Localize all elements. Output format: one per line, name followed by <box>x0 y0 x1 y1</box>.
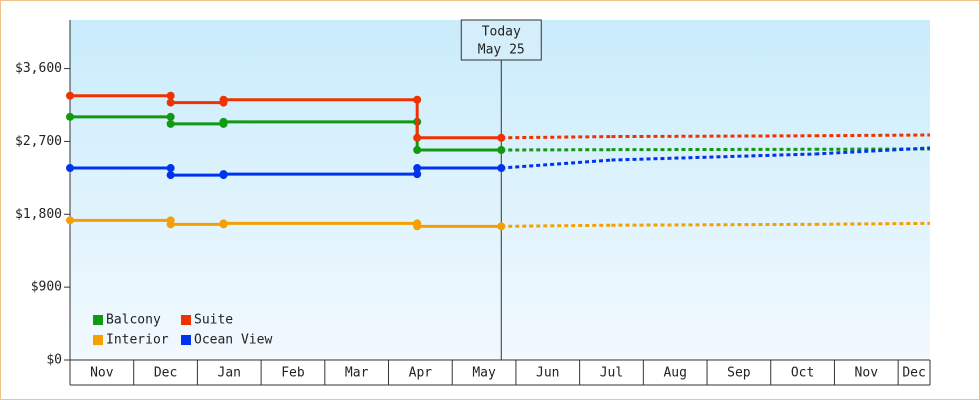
point <box>166 119 175 128</box>
x-tick-label: May <box>472 366 496 381</box>
x-tick-label: Jun <box>536 366 559 381</box>
legend-label: Interior <box>106 333 169 348</box>
forecast-segment <box>611 134 816 139</box>
forecast-segment <box>501 223 612 228</box>
point <box>166 164 175 173</box>
x-tick-label: Jul <box>600 366 623 381</box>
forecast-segment <box>501 135 612 140</box>
point <box>166 112 175 121</box>
point <box>66 216 74 225</box>
point <box>66 91 74 100</box>
point <box>413 222 422 231</box>
x-tick-label: Dec <box>154 366 177 381</box>
point <box>166 220 175 229</box>
point <box>166 91 175 100</box>
today-box <box>460 19 542 61</box>
x-tick-label: Nov <box>90 366 114 381</box>
y-tick-label: $900 <box>31 280 62 295</box>
x-tick-label: Dec <box>902 366 925 381</box>
point <box>497 146 506 155</box>
today-date: May 25 <box>478 43 525 58</box>
legend-label: Balcony <box>106 313 161 328</box>
legend-label: Ocean View <box>194 333 272 348</box>
legend-swatch <box>181 315 191 325</box>
point <box>413 133 422 142</box>
x-tick-label: Aug <box>663 366 686 381</box>
point <box>413 95 422 104</box>
forecast-segment <box>815 146 931 156</box>
point <box>413 146 422 155</box>
x-tick-label: Feb <box>281 366 305 381</box>
forecast-segment <box>815 133 931 138</box>
point <box>219 95 228 104</box>
forecast-segment <box>611 152 816 162</box>
legend-swatch <box>93 315 103 325</box>
y-tick-label: $3,600 <box>15 61 62 76</box>
x-tick-label: Mar <box>345 366 369 381</box>
x-tick-label: Oct <box>791 366 814 381</box>
point <box>166 98 175 107</box>
point <box>219 219 228 228</box>
point <box>66 164 74 173</box>
point <box>166 171 175 180</box>
point <box>497 222 506 231</box>
legend-swatch <box>181 335 191 345</box>
x-tick-label: Sep <box>727 366 751 381</box>
legend-swatch <box>93 335 103 345</box>
point <box>219 117 228 126</box>
today-label: Today <box>482 25 521 40</box>
x-tick-label: Jan <box>218 366 241 381</box>
point <box>497 164 506 173</box>
y-tick-label: $2,700 <box>15 134 62 149</box>
legend-label: Suite <box>194 313 233 328</box>
y-tick-label: $1,800 <box>15 207 62 222</box>
plot-area <box>70 20 930 360</box>
forecast-segment <box>501 158 612 170</box>
forecast-segment <box>611 222 816 227</box>
point <box>413 164 422 173</box>
x-tick-label: Nov <box>855 366 879 381</box>
x-tick-label: Apr <box>409 366 433 381</box>
point <box>413 170 422 179</box>
forecast-segment <box>815 221 931 226</box>
point <box>66 112 74 121</box>
point <box>497 133 506 142</box>
y-tick-label: $0 <box>46 353 62 368</box>
point <box>219 170 228 179</box>
